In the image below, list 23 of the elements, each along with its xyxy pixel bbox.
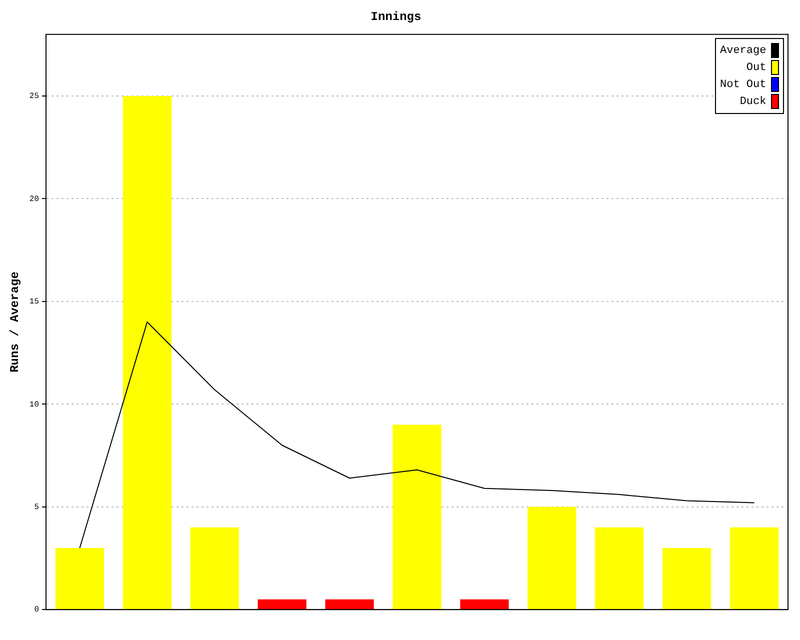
legend-label: Not Out [720,78,766,91]
y-tick-label: 5 [34,503,40,512]
bar [528,506,576,610]
legend-label: Out [746,62,766,74]
bar [258,599,306,610]
bar [122,96,172,610]
y-tick-label: 25 [29,92,40,102]
bar [730,527,779,610]
bar [190,527,239,610]
y-tick-label: 15 [29,298,40,307]
bar [662,548,712,610]
y-tick-label: 10 [29,400,40,410]
bar [325,599,374,610]
legend-label: Average [720,44,766,57]
y-tick-label: 20 [29,194,40,204]
bar [595,527,644,610]
legend-label: Duck [740,96,766,108]
bar [460,599,509,610]
y-axis-title: Runs / Average [8,272,22,372]
chart-title: Innings [370,10,422,24]
bar [55,548,104,610]
bar [392,424,442,610]
y-tick-label: 0 [34,606,40,615]
